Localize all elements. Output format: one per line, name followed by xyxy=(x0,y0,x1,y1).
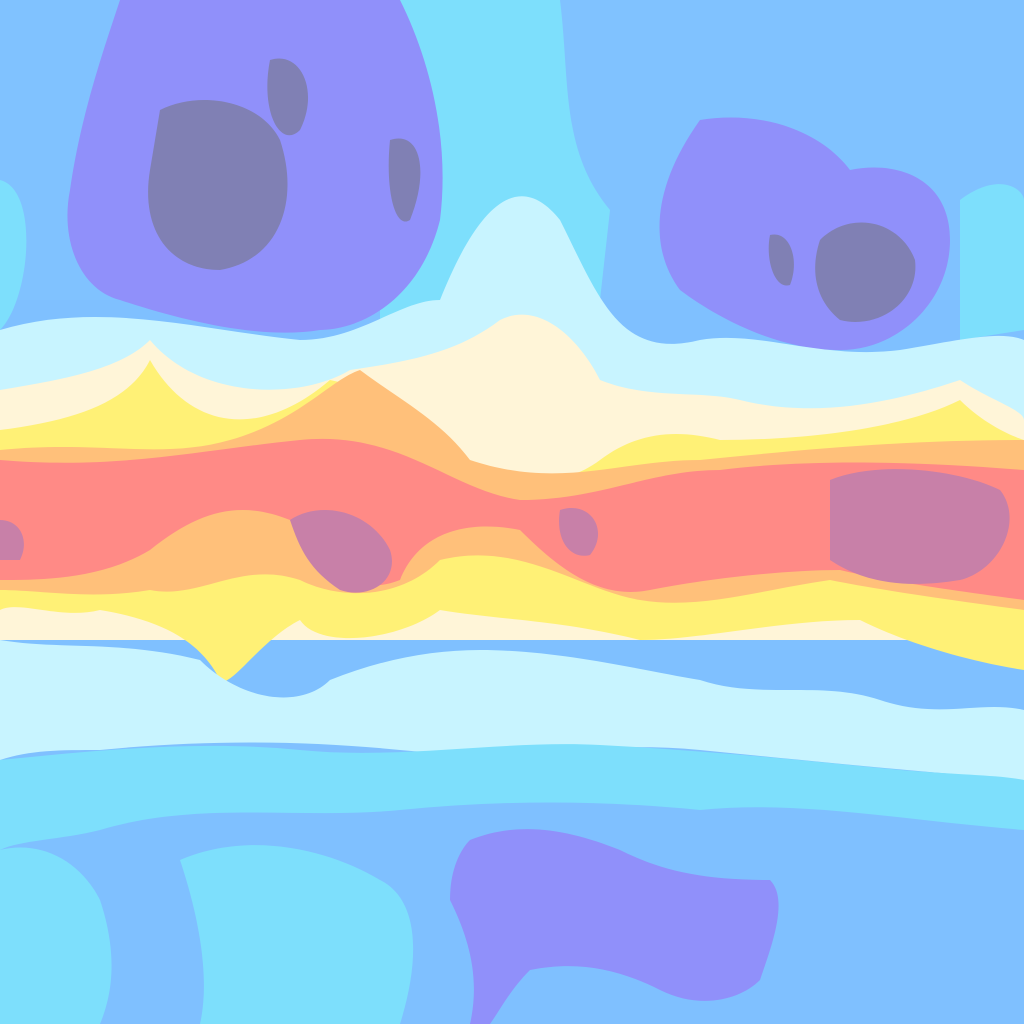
mauve-hot-spots xyxy=(0,469,1010,593)
south-cyan xyxy=(0,744,1024,850)
purple-south xyxy=(450,829,779,1024)
south-cyan-patches xyxy=(0,845,414,1024)
red-band xyxy=(0,438,1024,600)
subtropic-south-lightcyan xyxy=(0,640,1024,780)
dark-north-east xyxy=(768,222,916,322)
dark-north-west xyxy=(148,58,421,270)
